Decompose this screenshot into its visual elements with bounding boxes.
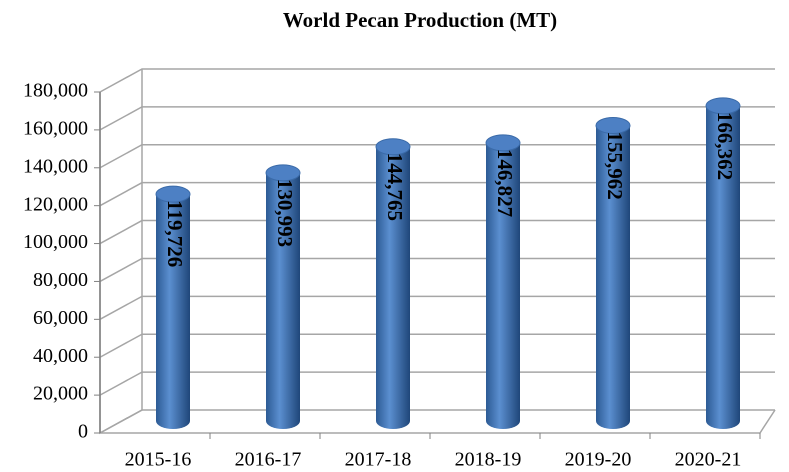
bar [376, 138, 410, 430]
value-label: 155,962 [603, 132, 627, 200]
x-tick-label: 2017-18 [345, 449, 412, 471]
x-tick-label: 2015-16 [125, 449, 192, 471]
y-tick-label: 0 [78, 421, 88, 443]
value-label: 130,993 [273, 179, 297, 247]
grid-line [99, 257, 775, 283]
grid-line [99, 295, 775, 320]
bar-top [265, 164, 301, 182]
bar-top [485, 134, 521, 152]
x-tick-label: 2020-21 [675, 449, 742, 471]
left-wall [99, 69, 143, 435]
value-label: 119,726 [163, 200, 187, 267]
bar-top [595, 117, 631, 135]
bar [486, 134, 520, 429]
grid-line [99, 181, 775, 207]
bar [596, 117, 630, 429]
grid-line [99, 106, 775, 131]
y-tick-label: 20,000 [33, 383, 88, 405]
chart-title: World Pecan Production (MT) [283, 8, 557, 32]
grid-line [99, 333, 775, 358]
grid-line [99, 219, 775, 245]
x-tick-label: 2016-17 [235, 449, 302, 471]
y-tick-label: 60,000 [33, 307, 88, 329]
bar [156, 186, 190, 429]
value-label: 166,362 [713, 112, 737, 180]
floor [100, 409, 776, 434]
bar-top [155, 185, 191, 203]
x-tick-label: 2019-20 [565, 449, 632, 471]
grid-line [99, 144, 775, 169]
y-tick-label: 80,000 [33, 269, 88, 291]
bar-top [375, 138, 411, 156]
y-tick-label: 100,000 [23, 231, 88, 253]
y-tick-label: 160,000 [23, 117, 88, 139]
value-label: 146,827 [493, 149, 517, 217]
y-tick-label: 120,000 [23, 193, 88, 215]
grid-line [99, 371, 775, 396]
y-tick-label: 140,000 [23, 155, 88, 177]
grid-line [99, 68, 775, 93]
bar-top [705, 97, 741, 115]
x-tick-label: 2018-19 [455, 449, 522, 471]
y-tick-label: 40,000 [33, 345, 88, 367]
value-label: 144,765 [383, 153, 407, 221]
y-tick-label: 180,000 [23, 80, 88, 102]
bar [706, 97, 740, 430]
bar [266, 164, 300, 429]
grid-line [99, 409, 775, 434]
